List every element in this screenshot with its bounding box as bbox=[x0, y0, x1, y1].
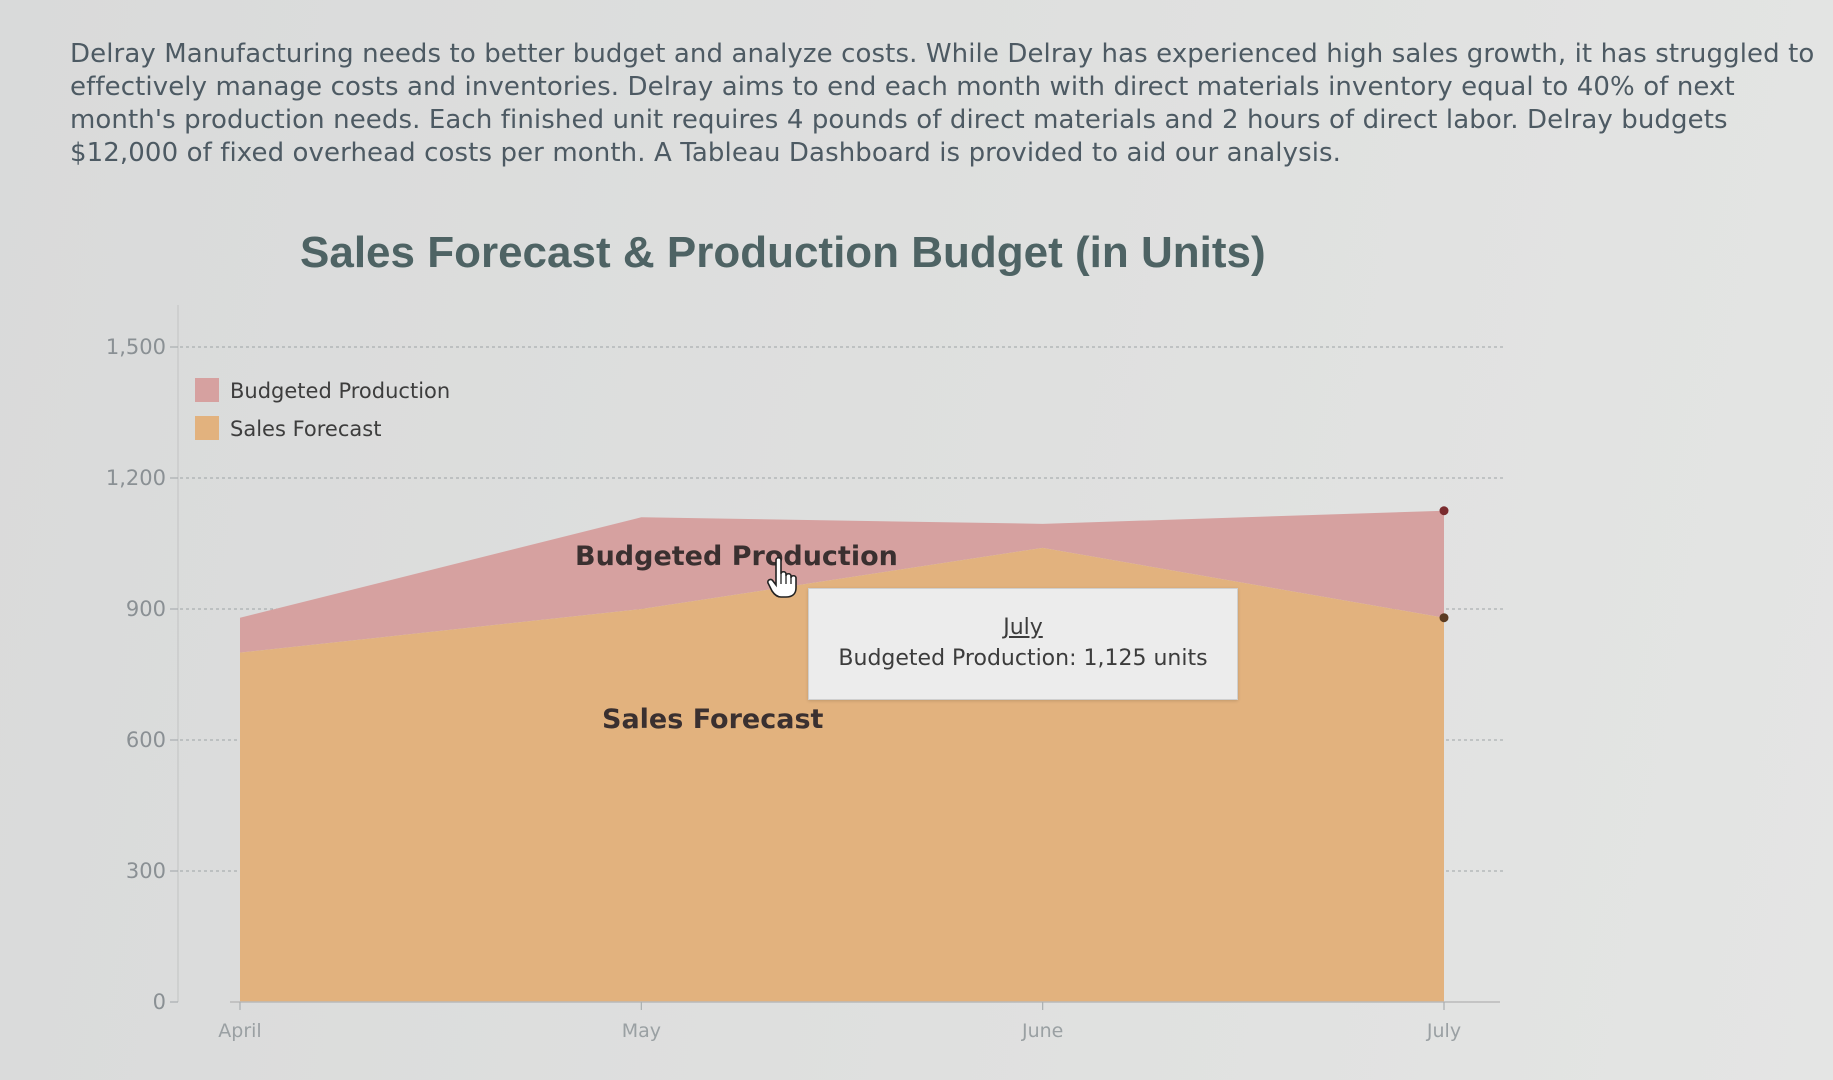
x-tick-label-april: April bbox=[218, 1020, 261, 1042]
intro-paragraph: Delray Manufacturing needs to better bud… bbox=[70, 39, 1815, 168]
y-tick-label: 600 bbox=[126, 728, 166, 752]
legend-swatch-budgeted-production bbox=[195, 378, 219, 402]
y-tick-label: 0 bbox=[153, 990, 166, 1014]
area-budgeted-production[interactable] bbox=[240, 510, 1444, 653]
legend-label-sales-forecast[interactable]: Sales Forecast bbox=[230, 417, 381, 441]
x-axis-ticks: April May June July bbox=[218, 1002, 1461, 1042]
tooltip: July Budgeted Production: 1,125 units bbox=[808, 588, 1238, 700]
y-tick-label: 300 bbox=[126, 859, 166, 883]
x-tick-label-july: July bbox=[1426, 1020, 1461, 1042]
tooltip-value: Budgeted Production: 1,125 units bbox=[838, 646, 1208, 671]
y-tick-label: 1,200 bbox=[106, 466, 166, 490]
legend-swatch-sales-forecast bbox=[195, 416, 219, 440]
point-sales-forecast-july[interactable] bbox=[1439, 613, 1449, 623]
chart-areas bbox=[240, 506, 1449, 1002]
y-axis-ticks: 0 300 600 900 1,200 1,500 bbox=[106, 335, 178, 1014]
hand-cursor-icon bbox=[767, 556, 797, 598]
x-tick-label-june: June bbox=[1021, 1020, 1063, 1042]
y-tick-label: 1,500 bbox=[106, 335, 166, 359]
area-label-budgeted-production: Budgeted Production bbox=[575, 541, 898, 572]
y-tick-label: 900 bbox=[126, 597, 166, 621]
x-tick-label-may: May bbox=[622, 1020, 661, 1042]
legend-label-budgeted-production[interactable]: Budgeted Production bbox=[230, 379, 450, 403]
point-budgeted-production-july[interactable] bbox=[1439, 506, 1449, 516]
legend: Budgeted Production Sales Forecast bbox=[195, 378, 450, 441]
tooltip-month: July bbox=[1003, 615, 1043, 640]
area-label-sales-forecast: Sales Forecast bbox=[602, 704, 824, 735]
chart-title: Sales Forecast & Production Budget (in U… bbox=[300, 228, 1266, 277]
